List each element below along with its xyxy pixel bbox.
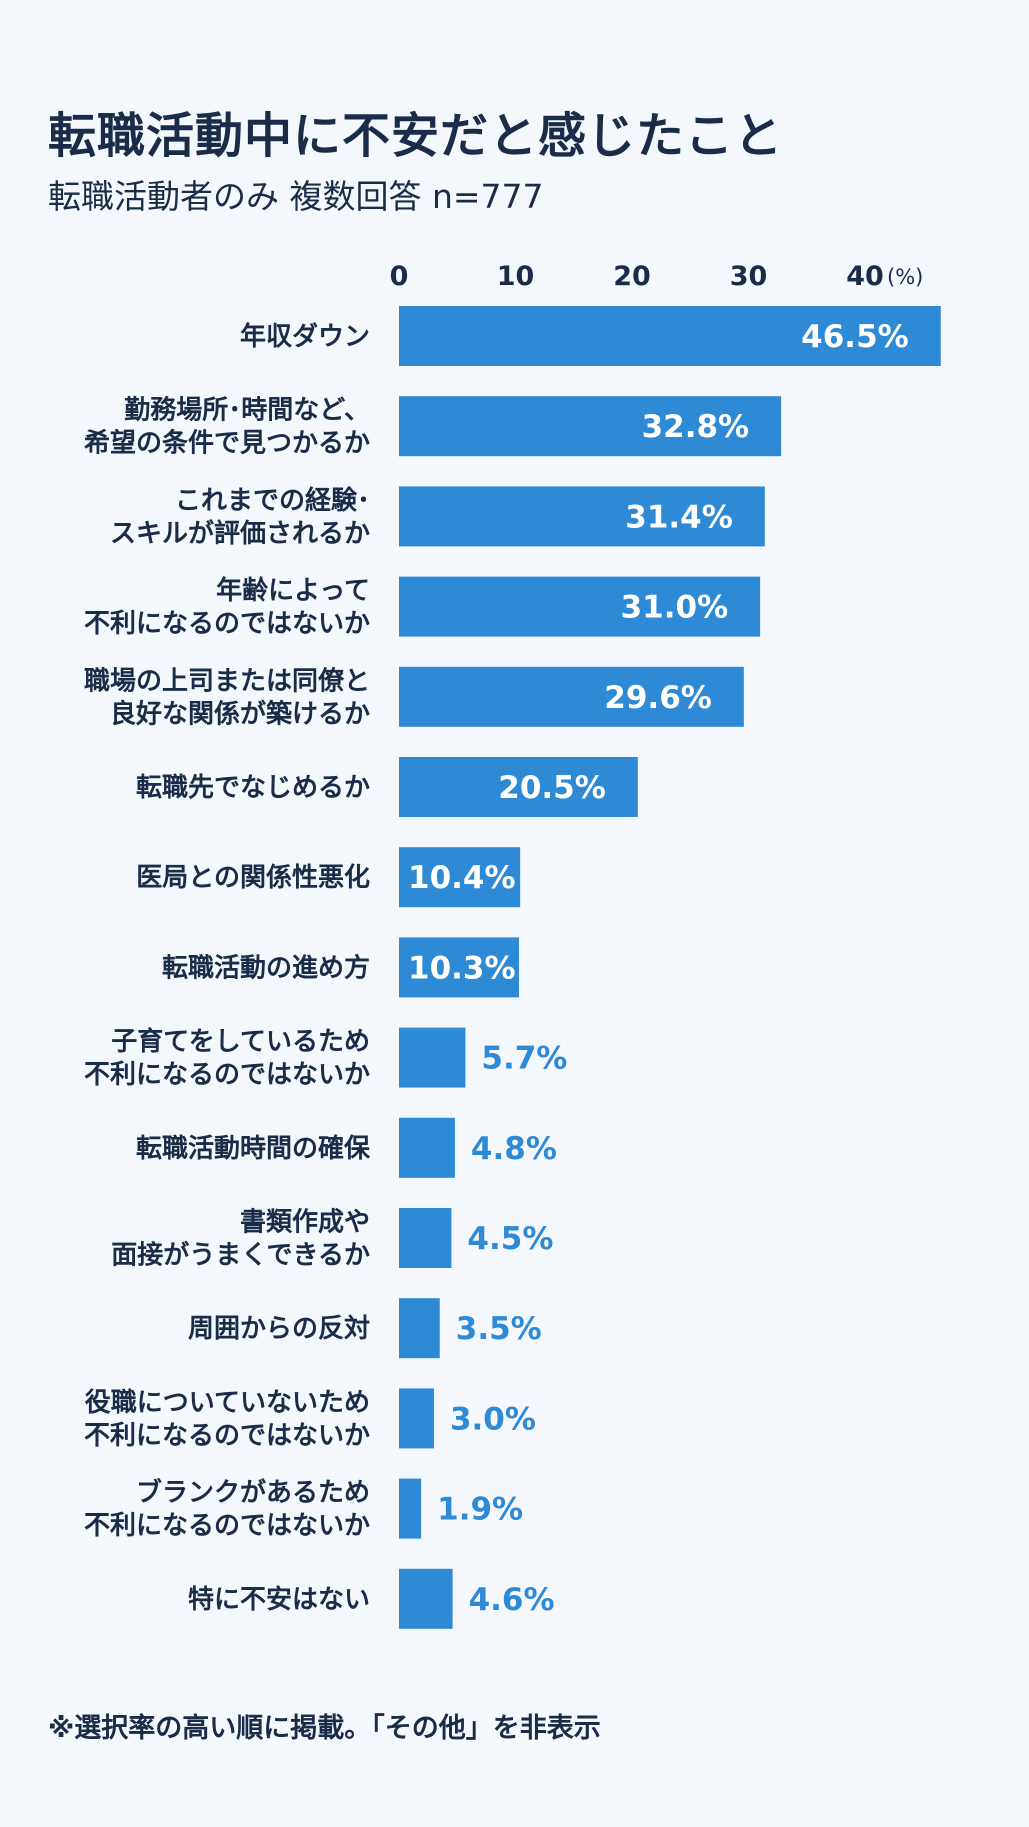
category-label: 年収ダウン bbox=[240, 321, 370, 352]
category-label: 良好な関係が築けるか bbox=[110, 698, 370, 729]
data-label: 4.5% bbox=[467, 1221, 553, 1257]
category-label: 不利になるのではないか bbox=[84, 1511, 370, 1541]
bar bbox=[399, 1568, 453, 1629]
category-label: 医局との関係性悪化 bbox=[136, 863, 370, 893]
category-label: 面接がうまくできるか bbox=[111, 1240, 370, 1271]
category-label: 転職活動の進め方 bbox=[162, 952, 370, 983]
bar bbox=[399, 576, 761, 637]
bar bbox=[399, 757, 638, 817]
x-tick-label: 40 bbox=[846, 261, 884, 292]
bar bbox=[399, 486, 765, 547]
data-label: 3.0% bbox=[450, 1401, 536, 1437]
data-label: 31.0% bbox=[621, 590, 729, 626]
data-label: 46.5% bbox=[801, 319, 909, 355]
category-label: 不利になるのではないか bbox=[84, 609, 370, 639]
data-label: 31.4% bbox=[625, 499, 733, 535]
x-tick-label: 20 bbox=[613, 261, 651, 292]
category-label: 子育てをしているため bbox=[111, 1026, 370, 1057]
category-label: 周囲からの反対 bbox=[188, 1314, 370, 1344]
chart-title: 転職活動中に不安だと感じたこと bbox=[48, 108, 784, 164]
category-label: 年齢によって bbox=[216, 575, 370, 606]
data-label: 10.4% bbox=[408, 860, 516, 896]
category-label: 書類作成や bbox=[240, 1208, 370, 1238]
bar bbox=[399, 1117, 455, 1178]
x-axis-unit: (%) bbox=[887, 265, 923, 289]
bar bbox=[399, 1388, 434, 1449]
bar bbox=[399, 937, 519, 998]
category-label: 役職についていないため bbox=[85, 1388, 370, 1418]
x-tick-label: 0 bbox=[390, 261, 409, 292]
category-label: 不利になるのではないか bbox=[84, 1421, 370, 1451]
x-tick-label: 10 bbox=[497, 261, 535, 292]
category-label: 勤務場所･時間など、 bbox=[124, 396, 370, 426]
bar bbox=[399, 1027, 466, 1088]
data-label: 32.8% bbox=[642, 409, 750, 445]
category-label: 職場の上司または同僚と bbox=[84, 666, 370, 696]
category-label: 希望の条件で見つかるか bbox=[84, 428, 370, 459]
footnote: ※選択率の高い順に掲載。「その他」を非表示 bbox=[48, 1713, 601, 1744]
category-label: 特に不安はない bbox=[188, 1584, 370, 1615]
bar bbox=[399, 1478, 422, 1539]
bar bbox=[399, 666, 744, 727]
data-label: 10.3% bbox=[408, 950, 516, 986]
data-label: 5.7% bbox=[481, 1041, 567, 1077]
bar bbox=[399, 306, 941, 366]
chart-subtitle: 転職活動者のみ 複数回答 n=777 bbox=[48, 177, 544, 216]
bar bbox=[399, 847, 521, 908]
data-label: 4.8% bbox=[471, 1131, 557, 1167]
bar bbox=[399, 1298, 440, 1359]
x-tick-label: 30 bbox=[730, 261, 768, 292]
category-label: 不利になるのではないか bbox=[84, 1060, 370, 1090]
data-label: 4.6% bbox=[469, 1582, 555, 1618]
bar bbox=[399, 1208, 452, 1268]
category-label: 転職活動時間の確保 bbox=[136, 1133, 371, 1164]
category-label: ブランクがあるため bbox=[136, 1477, 370, 1508]
data-label: 1.9% bbox=[437, 1492, 523, 1528]
category-label: 転職先でなじめるか bbox=[136, 773, 370, 803]
data-label: 29.6% bbox=[604, 680, 712, 716]
data-label: 3.5% bbox=[456, 1311, 542, 1347]
category-label: スキルが評価されるか bbox=[110, 518, 370, 549]
data-label: 20.5% bbox=[498, 770, 606, 806]
bar bbox=[399, 396, 782, 457]
category-label: これまでの経験･ bbox=[175, 485, 370, 516]
